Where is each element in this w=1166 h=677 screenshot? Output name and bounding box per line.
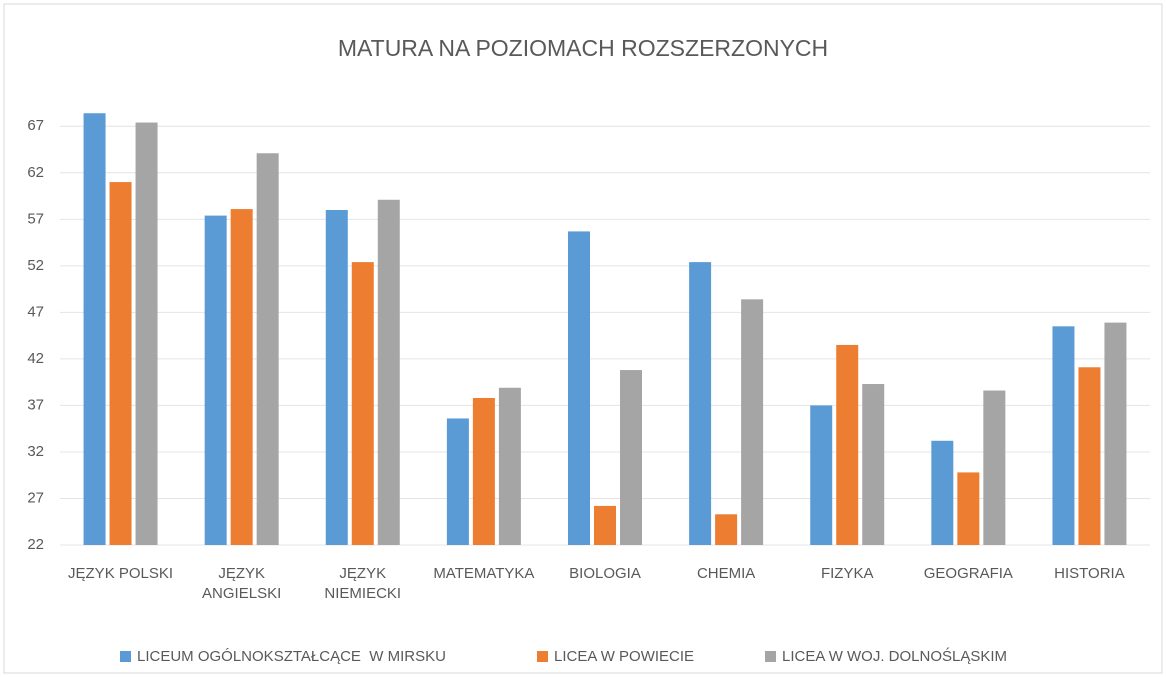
bar: [1052, 326, 1075, 545]
bar: [446, 418, 469, 545]
bar: [862, 384, 885, 545]
bar: [715, 514, 738, 545]
bar: [256, 153, 279, 546]
bar: [135, 122, 158, 546]
legend-swatch: [120, 651, 131, 662]
bar: [689, 262, 712, 545]
legend-swatch: [537, 651, 548, 662]
y-tick-label: 27: [27, 489, 44, 506]
y-tick-label: 57: [27, 210, 44, 227]
bar: [472, 397, 495, 545]
chart-title: MATURA NA POZIOMACH ROZSZERZONYCH: [338, 35, 828, 61]
x-tick-label: JĘZYK NIEMIECKI: [324, 565, 402, 602]
bar: [620, 370, 642, 545]
y-tick-label: 52: [27, 257, 44, 274]
bar: [594, 505, 616, 545]
x-tick-label: HISTORIA: [1054, 565, 1125, 582]
bar: [325, 210, 348, 545]
bar: [109, 182, 132, 546]
x-tick-label: FIZYKA: [820, 565, 874, 582]
x-tick-label: GEOGRAFIA: [923, 565, 1013, 582]
bar: [83, 113, 106, 546]
bar: [351, 262, 374, 545]
bar: [204, 215, 227, 545]
x-tick-label: MATEMATYKA: [433, 565, 535, 582]
bar: [810, 405, 833, 545]
bar: [983, 390, 1006, 545]
x-tick-label: JĘZYK ANGIELSKI: [202, 565, 282, 602]
bar: [957, 472, 980, 545]
bar: [741, 299, 764, 545]
bar: [1078, 367, 1101, 545]
legend-swatch: [765, 651, 776, 662]
bar: [568, 231, 590, 545]
y-tick-label: 42: [27, 350, 44, 367]
x-tick-label: CHEMIA: [696, 565, 756, 582]
y-tick-label: 22: [27, 536, 44, 553]
x-tick-label: BIOLOGIA: [569, 565, 641, 582]
legend-label: LICEA W POWIECIE: [554, 648, 694, 665]
bar: [931, 440, 954, 545]
legend-label: LICEUM OGÓLNOKSZTAŁCĄCE W MIRSKU: [137, 648, 446, 665]
bar: [836, 344, 859, 545]
legend-label: LICEA W WOJ. DOLNOŚLĄSKIM: [782, 647, 1007, 665]
bar: [377, 199, 400, 546]
y-tick-label: 37: [27, 396, 44, 413]
x-tick-label: JĘZYK POLSKI: [68, 565, 174, 582]
y-tick-label: 47: [27, 303, 44, 320]
bar: [230, 209, 253, 545]
bar: [1104, 322, 1127, 545]
y-tick-label: 32: [27, 443, 44, 460]
bar: [498, 387, 521, 545]
y-tick-label: 62: [27, 164, 44, 181]
y-tick-label: 67: [27, 117, 44, 134]
